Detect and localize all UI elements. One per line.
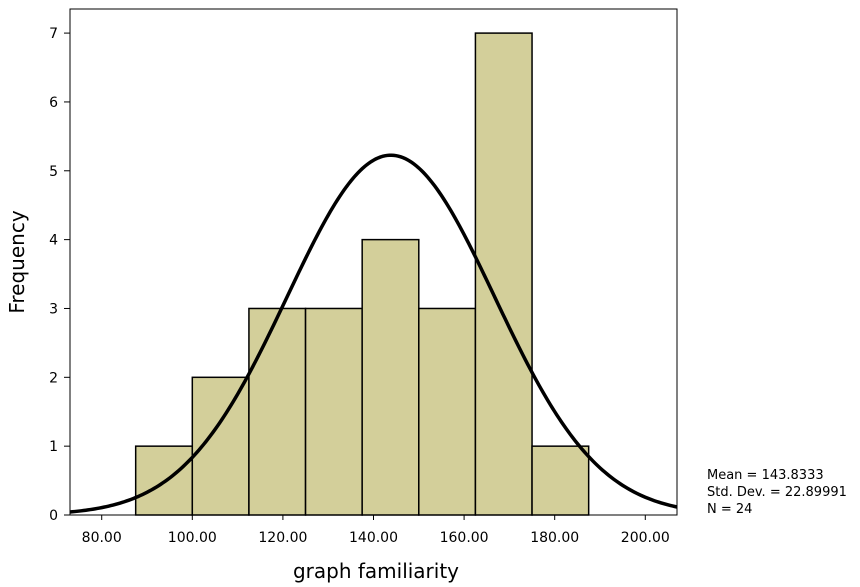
y-tick-label: 7 xyxy=(49,26,58,42)
y-tick-label: 2 xyxy=(49,370,58,386)
y-axis-title: Frequency xyxy=(5,210,29,313)
histogram-bar-8 xyxy=(531,445,590,516)
x-tick-label: 200.00 xyxy=(621,530,670,546)
histogram-bar-4 xyxy=(304,307,363,516)
y-tick-label: 0 xyxy=(49,508,58,524)
x-tick-label: 140.00 xyxy=(349,530,398,546)
x-tick-label: 160.00 xyxy=(440,530,489,546)
histogram-bar-6 xyxy=(418,307,477,516)
normal-curve xyxy=(69,153,678,514)
stats-n: N = 24 xyxy=(707,502,752,517)
stats-sd: Std. Dev. = 22.89991 xyxy=(707,485,847,500)
y-tick-label: 6 xyxy=(49,95,58,111)
x-tick-label: 120.00 xyxy=(258,530,307,546)
histogram-bars xyxy=(134,32,590,516)
x-tick-label: 100.00 xyxy=(168,530,217,546)
y-axis: 0 1 2 3 4 5 6 7 xyxy=(49,26,70,524)
stats-mean: Mean = 143.8333 xyxy=(707,468,824,483)
x-axis-title: graph familiarity xyxy=(293,559,459,583)
y-tick-label: 3 xyxy=(49,301,58,317)
stats-box: Mean = 143.8333 Std. Dev. = 22.89991 N =… xyxy=(707,468,847,517)
y-tick-label: 1 xyxy=(49,439,58,455)
histogram-bar-3 xyxy=(248,307,307,516)
y-tick-label: 5 xyxy=(49,164,58,180)
x-axis: 80.00 100.00 120.00 140.00 160.00 180.00 200.0… xyxy=(82,515,670,546)
x-tick-label: 180.00 xyxy=(530,530,579,546)
x-tick-label: 80.00 xyxy=(82,530,122,546)
y-tick-label: 4 xyxy=(49,233,58,249)
histogram-bar-5 xyxy=(361,238,420,516)
